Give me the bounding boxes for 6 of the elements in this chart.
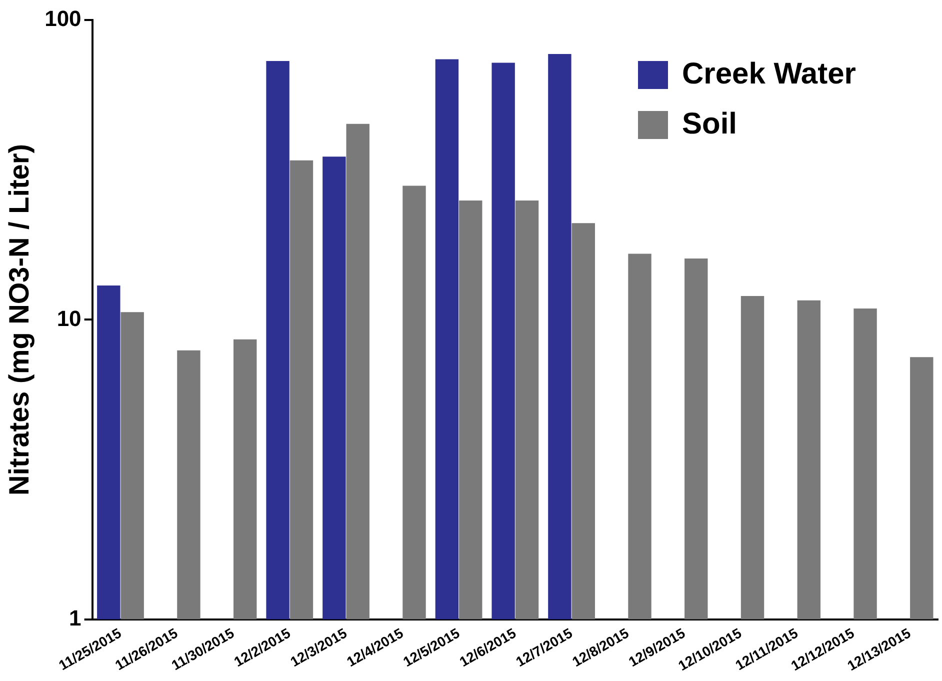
y-tick-label: 100 xyxy=(44,6,82,32)
legend-label: Soil xyxy=(682,107,738,140)
y-tick-label: 1 xyxy=(69,605,82,630)
y-axis-title: Nitrates (mg NO3-N / Liter) xyxy=(4,144,35,496)
legend-label: Creek Water xyxy=(682,57,856,90)
y-tick-label: 10 xyxy=(56,306,82,331)
